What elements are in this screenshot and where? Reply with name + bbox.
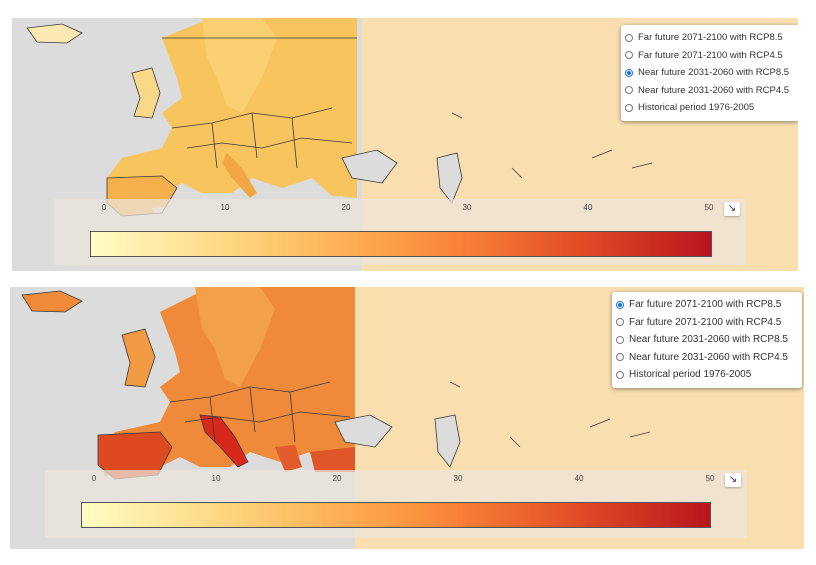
radio-button[interactable] <box>625 103 633 112</box>
radio-button[interactable] <box>625 68 633 77</box>
europe-landmass <box>107 18 357 203</box>
legend-tick: 50 <box>705 474 715 483</box>
radio-button[interactable] <box>616 300 624 309</box>
british-isles <box>132 68 160 118</box>
radio-button[interactable] <box>616 318 624 327</box>
layer-option[interactable]: Historical period 1976-2005 <box>625 99 791 117</box>
layer-option[interactable]: Near future 2031-2060 with RCP8.5 <box>625 64 791 82</box>
layer-option[interactable]: Far future 2071-2100 with RCP4.5 <box>616 314 794 332</box>
radio-button[interactable] <box>625 86 633 95</box>
legend-gradient-bar <box>90 231 712 257</box>
legend-tick: 10 <box>211 474 221 483</box>
map-panel-far-future[interactable]: Far future 2071-2100 with RCP8.5 Far fut… <box>10 287 804 549</box>
collapse-legend-icon[interactable]: ↘ <box>725 473 741 487</box>
legend-ticks: 0 10 20 30 40 50 <box>54 199 746 215</box>
color-legend: 0 10 20 30 40 50 <box>54 199 746 265</box>
italy <box>222 153 257 198</box>
radio-button[interactable] <box>616 335 624 344</box>
radio-button[interactable] <box>625 51 633 60</box>
layer-option[interactable]: Far future 2071-2100 with RCP8.5 <box>625 29 791 47</box>
legend-tick: 20 <box>341 203 351 212</box>
layer-option[interactable]: Far future 2071-2100 with RCP8.5 <box>616 296 794 314</box>
layer-option[interactable]: Near future 2031-2060 with RCP8.5 <box>616 331 794 349</box>
caspian-sea <box>435 415 460 467</box>
iberia <box>98 432 172 479</box>
layer-option[interactable]: Near future 2031-2060 with RCP4.5 <box>625 82 791 100</box>
black-sea <box>335 415 392 447</box>
legend-tick: 0 <box>91 474 97 483</box>
scandinavia <box>195 287 275 387</box>
radio-button[interactable] <box>625 33 633 42</box>
black-sea <box>342 150 397 183</box>
legend-tick: 30 <box>462 203 472 212</box>
italy <box>200 415 248 467</box>
radio-button[interactable] <box>616 353 624 362</box>
british-isles <box>122 329 155 387</box>
legend-tick: 0 <box>101 203 107 212</box>
legend-gradient-bar <box>81 502 711 528</box>
iceland <box>27 24 82 43</box>
legend-tick: 20 <box>332 474 342 483</box>
legend-tick: 40 <box>583 203 593 212</box>
europe-landmass <box>100 287 355 477</box>
scandinavia <box>202 18 277 113</box>
radio-button[interactable] <box>616 370 624 379</box>
layer-option[interactable]: Near future 2031-2060 with RCP4.5 <box>616 349 794 367</box>
legend-tick: 30 <box>453 474 463 483</box>
country-borders <box>26 23 653 217</box>
layer-selector: Far future 2071-2100 with RCP8.5 Far fut… <box>612 292 802 388</box>
greece <box>275 445 302 472</box>
legend-tick: 10 <box>220 203 230 212</box>
color-legend: 0 10 20 30 40 50 <box>45 470 747 538</box>
collapse-legend-icon[interactable]: ↘ <box>724 202 740 216</box>
legend-tick: 50 <box>704 203 714 212</box>
layer-option[interactable]: Far future 2071-2100 with RCP4.5 <box>625 47 791 65</box>
map-panel-near-future[interactable]: Far future 2071-2100 with RCP8.5 Far fut… <box>12 18 798 271</box>
turkey <box>310 447 355 472</box>
legend-ticks: 0 10 20 30 40 50 <box>45 470 747 486</box>
layer-option[interactable]: Historical period 1976-2005 <box>616 366 794 384</box>
layer-selector: Far future 2071-2100 with RCP8.5 Far fut… <box>621 25 798 121</box>
legend-tick: 40 <box>574 474 584 483</box>
iceland <box>22 291 82 312</box>
caspian-sea <box>437 153 462 203</box>
